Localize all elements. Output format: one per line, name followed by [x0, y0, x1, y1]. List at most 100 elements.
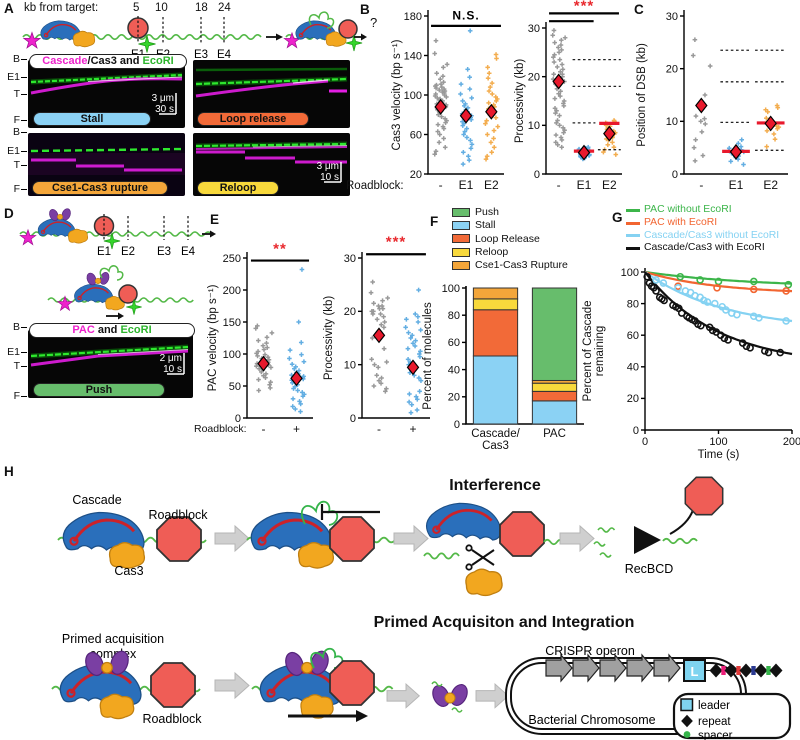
chart-cascade-remaining: 0 20 40 60 80 100 0 100 200 Time (s) Percent of Ca… — [582, 267, 800, 461]
svg-text:L: L — [691, 664, 699, 679]
scissors-icon — [465, 544, 495, 571]
kymo-axis-t: T — [13, 360, 20, 372]
panel-e-label: E — [210, 212, 220, 227]
svg-text:20: 20 — [344, 306, 356, 318]
dna-loop — [308, 11, 335, 29]
svg-text:0: 0 — [534, 169, 540, 181]
svg-text:150: 150 — [223, 317, 241, 329]
kb-from-target-label: kb from target: — [24, 2, 99, 14]
svg-text:30: 30 — [666, 11, 678, 23]
legend-item: Cascade/Cas3 with EcoRI — [626, 242, 779, 255]
roadblock-axis-label: Roadblock: — [194, 423, 247, 435]
push-swatch — [452, 207, 470, 217]
kymo-axis-b: B — [12, 321, 20, 333]
svg-text:E1: E1 — [577, 178, 592, 192]
kymo-title-pac: PAC and EcoRI — [29, 323, 195, 338]
svg-text:**: ** — [273, 241, 287, 258]
svg-text:E2: E2 — [763, 178, 778, 192]
svg-text:20: 20 — [666, 63, 678, 75]
svg-text:+: + — [293, 422, 300, 436]
svg-text:PAC: PAC — [543, 428, 566, 440]
kb-mark-5: 5 — [133, 2, 140, 14]
scale-time: 10 s — [320, 172, 339, 183]
kymo-axis-f: F — [13, 114, 20, 126]
repeat-icon — [754, 663, 768, 678]
panel-f-label: F — [430, 214, 439, 229]
svg-text:-: - — [439, 178, 443, 192]
site-e2: E2 — [121, 246, 135, 258]
svg-text:PAC velocity (bp s⁻¹): PAC velocity (bp s⁻¹) — [207, 284, 219, 391]
svg-text:20: 20 — [528, 71, 540, 83]
legend-item-reloop: Reloop — [452, 246, 568, 258]
panel-g-label: G — [612, 210, 623, 225]
step-arrow-icon — [214, 672, 250, 699]
spacer-icon — [736, 666, 741, 675]
svg-text:60: 60 — [410, 129, 422, 141]
pac-label-line1: Primed acquisition — [62, 632, 164, 646]
array-legend-box — [672, 692, 792, 740]
leader-legend-label: leader — [698, 700, 730, 712]
cas1-2-dimer-icon — [429, 681, 471, 713]
panel-h-cartoon: Cascade Cas3 Roadblock RecBCD — [51, 476, 792, 740]
chart-processivity-roadblock: 0 10 20 30 Processivity (kb) - E1 E2 *** — [514, 0, 622, 192]
reloop-pill: Reloop — [197, 181, 279, 195]
svg-text:40: 40 — [448, 364, 460, 376]
arrow-icon — [276, 33, 283, 41]
svg-text:80: 80 — [627, 298, 639, 310]
repeat-icon — [769, 663, 783, 678]
loop-release-pill: Loop release — [197, 112, 309, 126]
svg-text:0: 0 — [642, 436, 648, 448]
svg-text:20: 20 — [448, 392, 460, 404]
legend-item-push: Push — [452, 206, 568, 218]
legend-item: Cascade/Cas3 without EcoRI — [626, 230, 779, 243]
svg-text:E2: E2 — [484, 178, 499, 192]
svg-text:30: 30 — [344, 253, 356, 265]
panel-d-cartoon: E1 E2 E3 E4 — [19, 212, 216, 320]
svg-text:80: 80 — [448, 310, 460, 322]
svg-text:40: 40 — [627, 362, 639, 374]
step-arrow-icon — [393, 525, 429, 552]
site-e1: E1 — [97, 246, 111, 258]
svg-text:-: - — [557, 178, 561, 192]
svg-text:0: 0 — [350, 413, 356, 425]
inhibition-bar-icon — [320, 504, 380, 520]
roadblock-icon — [93, 215, 115, 237]
svg-text:100: 100 — [223, 349, 241, 361]
push-pill: Push — [33, 383, 165, 397]
roadblock-label: Roadblock — [148, 508, 208, 522]
svg-text:60: 60 — [627, 330, 639, 342]
scale-dist: 3 μm — [152, 93, 174, 104]
svg-text:0: 0 — [235, 413, 241, 425]
svg-text:50: 50 — [229, 381, 241, 393]
kymo-axis-f: F — [13, 390, 20, 402]
svg-text:Processivity (kb): Processivity (kb) — [514, 59, 526, 144]
eject-arrow — [669, 509, 694, 535]
svg-text:10: 10 — [344, 359, 356, 371]
svg-text:E1: E1 — [459, 178, 474, 192]
primed-acquisition-title: Primed Acquisiton and Integration — [373, 614, 635, 631]
leader-legend-icon — [680, 698, 694, 712]
recbcd-label: RecBCD — [625, 562, 674, 576]
svg-text:140: 140 — [404, 50, 422, 62]
reloop-swatch — [452, 247, 470, 257]
svg-text:60: 60 — [448, 337, 460, 349]
svg-text:Position of DSB (kb): Position of DSB (kb) — [636, 43, 648, 147]
panel-h-label: H — [4, 464, 14, 479]
spacer-icon — [721, 666, 726, 675]
svg-text:+: + — [409, 422, 416, 436]
svg-text:100: 100 — [709, 436, 727, 448]
chart-pac-velocity: 0 50 100 150 200 250 PAC velocity (bp s⁻¹) - + ** — [207, 241, 313, 436]
legend-item-stall: Stall — [452, 219, 568, 231]
svg-text:N.S.: N.S. — [452, 8, 479, 22]
svg-text:250: 250 — [223, 253, 241, 265]
svg-text:***: *** — [574, 0, 595, 14]
kb-mark-24: 24 — [218, 2, 231, 14]
loop-release-swatch — [452, 234, 470, 244]
bacterial-chromosome-label: Bacterial Chromosome — [528, 713, 655, 727]
svg-text:0: 0 — [454, 419, 460, 431]
site-e4: E4 — [181, 246, 196, 258]
chart-pac-processivity: 0 10 20 30 Processivity (kb) - + *** — [323, 233, 430, 436]
spacer-legend-label: spacer — [698, 730, 733, 740]
panel-a-label: A — [4, 1, 14, 16]
